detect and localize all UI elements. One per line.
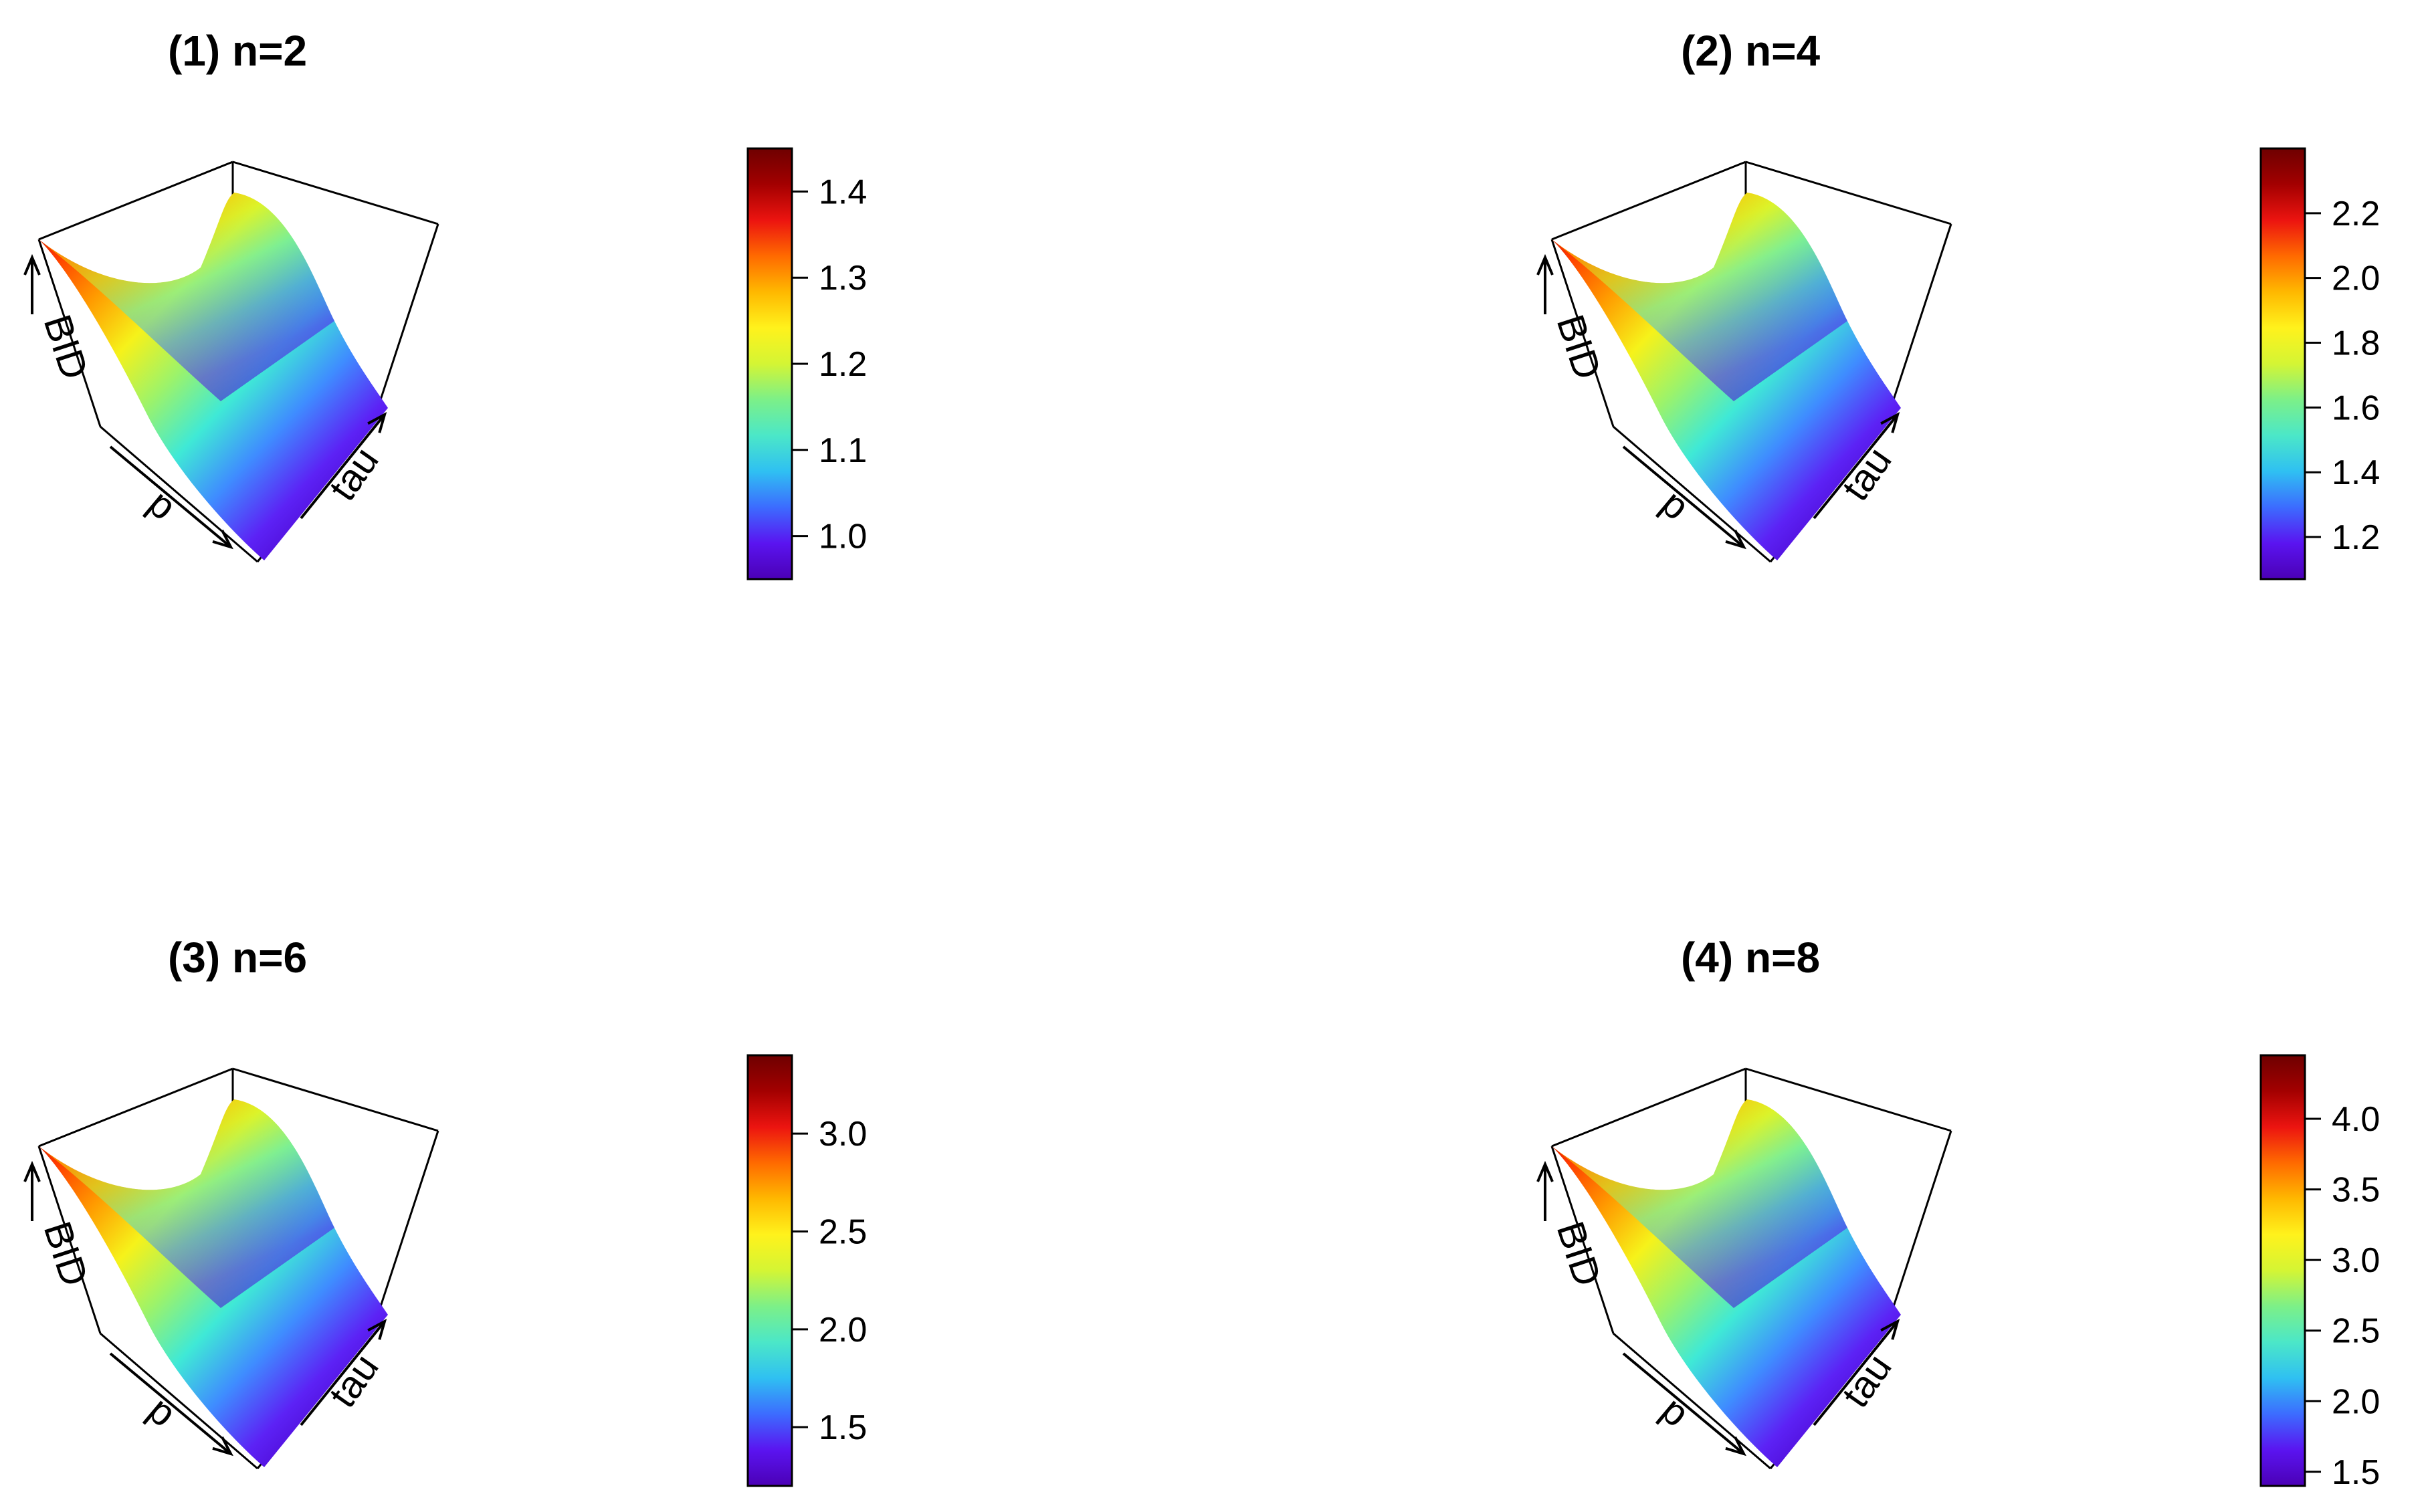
colorbar-tick-label: 1.2 (2332, 518, 2380, 557)
z-axis-label: BID (35, 310, 97, 385)
x-axis-label: p (140, 1388, 184, 1436)
colorbar-gradient (746, 1054, 793, 1487)
z-axis-label: BID (35, 1216, 97, 1291)
colorbar-tick-label: 1.0 (819, 518, 867, 556)
colorbar-tick-label: 2.2 (2332, 195, 2380, 233)
colorbar-tick-label: 2.5 (819, 1212, 867, 1251)
x-axis-label: p (1653, 481, 1697, 529)
panel-title: (3) n=6 (168, 934, 307, 982)
panel-title: (2) n=4 (1681, 27, 1820, 75)
colorbar-gradient (746, 147, 793, 580)
colorbar-tick-label: 4.0 (2332, 1100, 2380, 1139)
surface-shading (39, 193, 334, 401)
colorbar-tick-label: 1.5 (819, 1408, 867, 1447)
z-axis-label: BID (1548, 1216, 1610, 1291)
colorbar: 1.5 2.0 2.5 3.0 (746, 1054, 867, 1487)
colorbar-tick-label: 1.3 (819, 259, 867, 298)
x-axis-label: p (1653, 1388, 1697, 1436)
colorbar: 1.5 2.0 2.5 3.0 3.5 4.0 (2259, 1054, 2380, 1492)
colorbar-gradient (2259, 1054, 2306, 1487)
surface-shading (1552, 193, 1847, 401)
colorbar-gradient (2259, 147, 2306, 580)
colorbar-tick-label: 3.0 (2332, 1241, 2380, 1280)
colorbar-tick-label: 1.1 (819, 431, 867, 470)
colorbar-tick-label: 1.6 (2332, 389, 2380, 427)
colorbar-tick-label: 1.5 (2332, 1453, 2380, 1492)
x-axis-label: p (140, 481, 184, 529)
colorbar: 1.2 1.4 1.6 1.8 2.0 2.2 (2259, 147, 2380, 580)
colorbar: 1.0 1.1 1.2 1.3 1.4 (746, 147, 867, 580)
z-axis-label: BID (1548, 310, 1610, 385)
colorbar-tick-label: 1.4 (2332, 453, 2380, 492)
colorbar-tick-label: 2.0 (2332, 259, 2380, 298)
colorbar-tick-label: 2.0 (819, 1311, 867, 1349)
colorbar-tick-label: 1.4 (819, 173, 867, 211)
panel-title: (4) n=8 (1681, 934, 1820, 982)
surface-shading (39, 1099, 334, 1308)
panel-title: (1) n=2 (168, 27, 307, 75)
colorbar-tick-label: 1.2 (819, 345, 867, 384)
surface-shading (1552, 1099, 1847, 1308)
colorbar-tick-label: 2.5 (2332, 1312, 2380, 1351)
colorbar-tick-label: 2.0 (2332, 1382, 2380, 1421)
colorbar-tick-label: 1.8 (2332, 324, 2380, 363)
colorbar-tick-label: 3.0 (819, 1115, 867, 1154)
colorbar-tick-label: 3.5 (2332, 1171, 2380, 1210)
